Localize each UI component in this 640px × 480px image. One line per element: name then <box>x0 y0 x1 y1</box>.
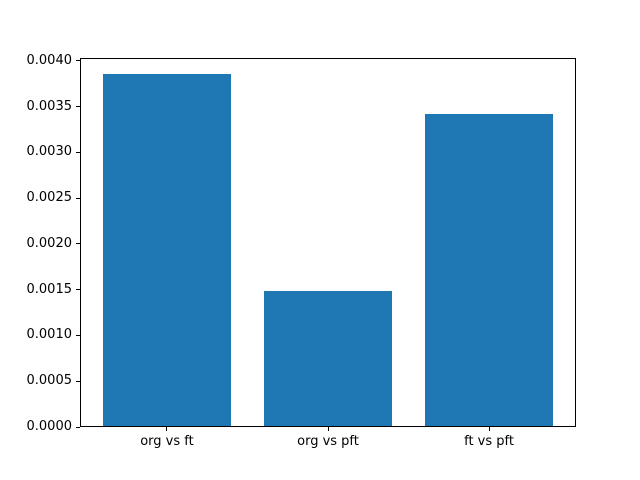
bar-org-vs-ft <box>102 74 232 427</box>
bar-org-vs-pft <box>263 290 393 427</box>
y-tick-mark <box>76 426 80 428</box>
y-tick-label: 0.0025 <box>26 190 73 206</box>
y-tick-label: 0.0010 <box>26 327 73 343</box>
x-tick-mark <box>327 427 329 431</box>
y-tick-mark <box>76 197 80 199</box>
x-tick-label: org vs ft <box>140 434 194 449</box>
y-tick-mark <box>76 334 80 336</box>
x-tick-label: org vs pft <box>297 434 359 449</box>
y-tick-mark <box>76 106 80 108</box>
bar-ft-vs-pft <box>424 113 554 427</box>
y-tick-mark <box>76 243 80 245</box>
x-tick-label: ft vs pft <box>464 434 514 449</box>
y-tick-label: 0.0035 <box>26 98 73 114</box>
y-tick-label: 0.0005 <box>26 373 73 389</box>
y-tick-mark <box>76 60 80 62</box>
y-tick-label: 0.0040 <box>26 52 73 68</box>
x-tick-mark <box>166 427 168 431</box>
x-tick-mark <box>488 427 490 431</box>
y-tick-mark <box>76 289 80 291</box>
y-tick-label: 0.0015 <box>26 281 73 297</box>
y-tick-label: 0.0000 <box>26 419 73 434</box>
y-tick-mark <box>76 151 80 153</box>
y-tick-label: 0.0020 <box>26 235 73 251</box>
y-tick-label: 0.0030 <box>26 144 73 160</box>
y-tick-mark <box>76 380 80 382</box>
